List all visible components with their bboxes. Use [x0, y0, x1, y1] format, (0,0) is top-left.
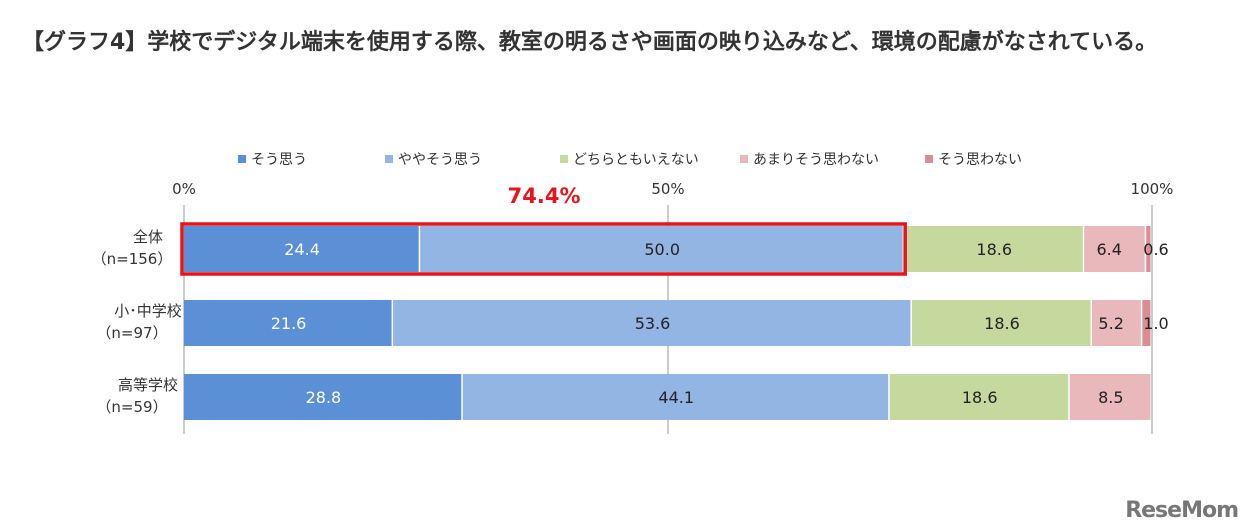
data-label: 24.4 [284, 240, 320, 259]
legend-swatch [560, 155, 568, 163]
data-label: 28.8 [306, 388, 342, 407]
category-label: 全体 [133, 228, 163, 246]
data-label: 8.5 [1098, 388, 1123, 407]
bar-segment [1142, 300, 1151, 346]
legend-swatch [385, 155, 393, 163]
legend-swatch [925, 155, 933, 163]
data-label: 18.6 [962, 388, 998, 407]
x-tick-label: 100% [1131, 180, 1174, 198]
data-label: 44.1 [658, 388, 694, 407]
category-n-label: （n=97） [96, 324, 167, 342]
bar-segment [184, 374, 462, 420]
category-label: 小･中学校 [114, 302, 182, 320]
x-tick-label: 50% [651, 180, 684, 198]
chart-title: 【グラフ4】学校でデジタル端末を使用する際、教室の明るさや画面の映り込みなど、環… [22, 30, 1158, 55]
bar-segment [184, 226, 419, 272]
bar-segment [393, 300, 911, 346]
legend-label: どちらともいえない [573, 152, 699, 168]
data-label: 5.2 [1098, 314, 1123, 333]
data-label: 18.6 [976, 240, 1012, 259]
bar-segment [462, 374, 889, 420]
legend-label: ややそう思う [398, 152, 482, 168]
category-n-label: （n=156） [92, 250, 173, 268]
category-label: 高等学校 [118, 376, 178, 394]
data-label: 21.6 [271, 314, 307, 333]
highlight-box [180, 222, 907, 276]
data-label: 53.6 [635, 314, 671, 333]
bar-segment [1084, 226, 1145, 272]
annotation-label: 74.4% [508, 184, 581, 208]
bar-segment [889, 374, 1069, 420]
data-label: 50.0 [644, 240, 680, 259]
bar-segment [420, 226, 903, 272]
data-label: 0.6 [1143, 240, 1168, 259]
data-label: 1.0 [1143, 314, 1168, 333]
legend-label: そう思わない [938, 152, 1022, 168]
bar-segment [904, 226, 1083, 272]
bar-segment [1146, 226, 1151, 272]
bar-segment [1069, 374, 1151, 420]
legend-label: そう思う [251, 152, 307, 168]
legend-label: あまりそう思わない [753, 152, 879, 168]
bar-segment [184, 300, 392, 346]
legend-swatch [238, 155, 246, 163]
resemom-logo: ReseMom [1125, 498, 1239, 523]
legend-swatch [740, 155, 748, 163]
bar-segment [911, 300, 1091, 346]
x-tick-label: 0% [172, 180, 196, 198]
data-label: 18.6 [984, 314, 1020, 333]
data-label: 6.4 [1096, 240, 1121, 259]
category-n-label: （n=59） [96, 398, 167, 416]
bar-segment [1091, 300, 1141, 346]
